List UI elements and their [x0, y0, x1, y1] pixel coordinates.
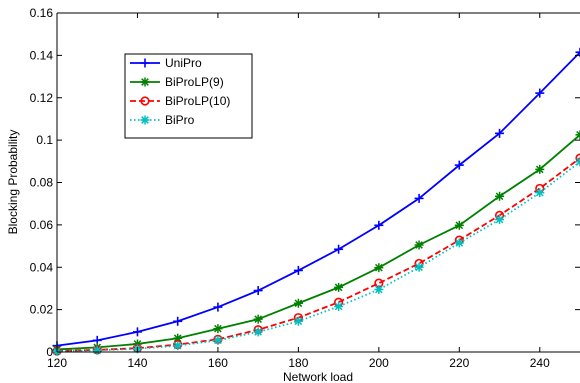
point-unipro	[454, 160, 464, 170]
point-bipro	[374, 284, 384, 294]
y-tick-label: 0.16	[30, 6, 54, 20]
legend-label-biprolp-10: BiProLP(10)	[165, 94, 230, 108]
y-ticks-group: 0 0.02 0.04 0.06 0.08 0.1 0.12 0.14 0.16	[30, 6, 580, 359]
point-biprolp-9	[213, 324, 223, 334]
legend-label-bipro: BiPro	[165, 113, 195, 127]
x-tick-label: 220	[449, 356, 469, 370]
legend-label-biprolp-9: BiProLP(9)	[165, 75, 224, 89]
y-axis-label: Blocking Probability	[6, 130, 20, 235]
point-biprolp-9	[293, 298, 303, 308]
legend-box	[124, 53, 253, 139]
point-bipro	[575, 157, 580, 167]
point-unipro	[495, 128, 505, 138]
point-biprolp-9	[374, 263, 384, 273]
point-unipro	[414, 193, 424, 203]
x-tick-label: 140	[127, 356, 147, 370]
y-tick-label: 0.02	[30, 303, 54, 317]
x-tick-label: 180	[288, 356, 308, 370]
point-bipro	[414, 262, 424, 272]
legend-marker-unipro	[140, 58, 150, 68]
legend-label-unipro: UniPro	[165, 56, 202, 70]
point-unipro	[253, 286, 263, 296]
point-bipro	[535, 188, 545, 198]
point-biprolp-9	[495, 191, 505, 201]
point-unipro	[213, 302, 223, 312]
point-unipro	[575, 47, 580, 57]
y-tick-label: 0.06	[30, 218, 54, 232]
point-bipro	[173, 341, 183, 351]
y-tick-label: 0.04	[30, 260, 54, 274]
point-biprolp-9	[253, 314, 263, 324]
point-biprolp-10	[575, 153, 580, 163]
point-bipro	[253, 327, 263, 337]
point-unipro	[374, 220, 384, 230]
point-bipro	[334, 301, 344, 311]
point-unipro	[173, 316, 183, 326]
y-tick-label: 0.08	[30, 176, 54, 190]
point-unipro	[535, 88, 545, 98]
point-biprolp-9	[454, 220, 464, 230]
x-tick-label: 120	[47, 356, 67, 370]
point-biprolp-9	[535, 164, 545, 174]
point-unipro	[132, 327, 142, 337]
series-line-biprolp-9	[56, 134, 580, 351]
point-bipro	[454, 238, 464, 248]
x-tick-label: 160	[208, 356, 228, 370]
point-biprolp-9	[575, 130, 580, 140]
point-biprolp-9	[414, 240, 424, 250]
y-tick-label: 0.1	[36, 133, 53, 147]
y-tick-label: 0.12	[30, 91, 54, 105]
point-bipro	[495, 215, 505, 225]
legend-marker-bipro	[140, 115, 150, 125]
x-tick-label: 200	[369, 356, 389, 370]
legend: UniPro BiProLP(9) BiProLP(10) BiPro	[124, 53, 253, 139]
legend-marker-biprolp-9	[140, 77, 150, 87]
y-tick-label: 0	[46, 345, 53, 359]
series-line-biprolp-10	[56, 157, 580, 352]
legend-marker-biprolp-10	[140, 96, 150, 106]
point-bipro	[293, 316, 303, 326]
y-tick-label: 0.14	[30, 48, 54, 62]
point-unipro	[293, 265, 303, 275]
x-ticks-group: 120 140 160 180 200 220 240	[47, 13, 550, 370]
point-unipro	[334, 244, 344, 254]
point-bipro	[92, 345, 102, 355]
point-biprolp-9	[334, 282, 344, 292]
point-bipro	[213, 335, 223, 345]
x-axis-label: Network load	[283, 370, 353, 383]
series-group	[52, 47, 580, 356]
series-line-unipro	[56, 51, 580, 347]
x-tick-label: 240	[530, 356, 550, 370]
